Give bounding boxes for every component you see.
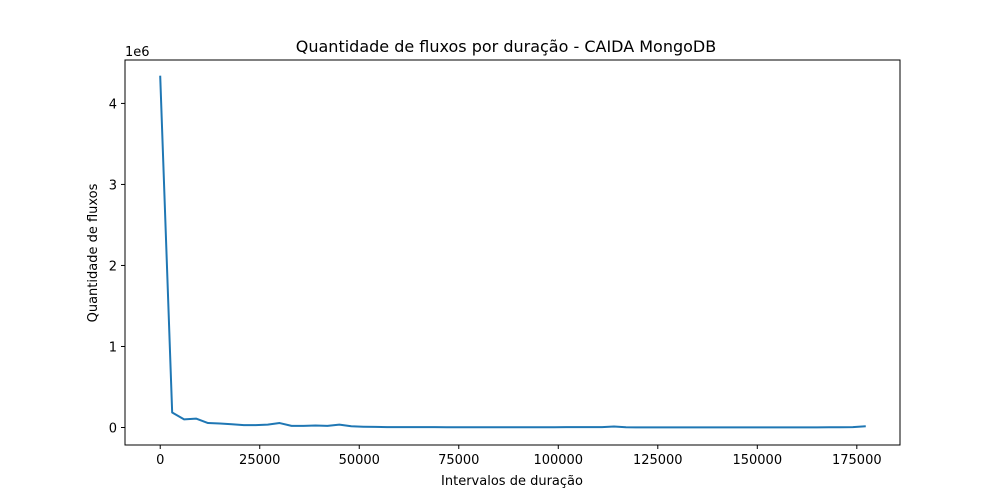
y-axis: 0 1 2 3 4 xyxy=(109,97,125,437)
x-tick-label: 50000 xyxy=(339,453,380,468)
y-offset-label: 1e6 xyxy=(125,45,150,60)
plot-frame xyxy=(124,59,901,446)
chart-title: Quantidade de fluxos por duração - CAIDA… xyxy=(296,37,716,56)
x-tick-label: 175000 xyxy=(832,453,882,468)
x-tick-label: 125000 xyxy=(633,453,683,468)
x-tick-label: 25000 xyxy=(239,453,280,468)
x-axis-label: Intervalos de duração xyxy=(441,474,583,489)
series-line-0 xyxy=(159,75,866,429)
y-tick-label: 4 xyxy=(109,97,117,112)
y-axis-label: Quantidade de fluxos xyxy=(86,183,101,322)
x-tick-label: 100000 xyxy=(533,453,583,468)
x-tick-label: 150000 xyxy=(732,453,782,468)
y-tick-label: 1 xyxy=(109,340,117,355)
x-tick-label: 0 xyxy=(156,453,164,468)
x-tick-label: 75000 xyxy=(438,453,479,468)
y-tick-label: 2 xyxy=(109,259,117,274)
x-axis: 0 25000 50000 75000 100000 125000 150000 175000 xyxy=(156,445,882,468)
y-tick-label: 0 xyxy=(109,422,117,437)
plot-area xyxy=(124,59,901,446)
y-tick-label: 3 xyxy=(109,178,117,193)
